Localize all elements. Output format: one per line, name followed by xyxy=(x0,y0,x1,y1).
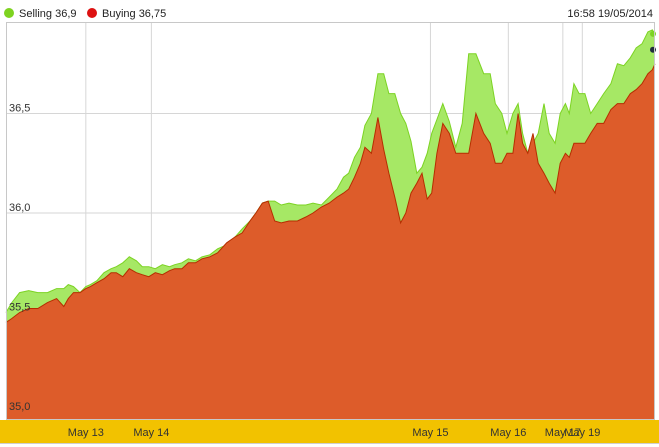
x-tick-label: May 19 xyxy=(564,427,600,439)
x-tick-label: May 14 xyxy=(133,427,169,439)
x-tick-label: May 15 xyxy=(412,427,448,439)
buying-end-marker xyxy=(650,46,656,53)
plot-frame xyxy=(6,22,655,420)
buying-dot-icon xyxy=(87,8,97,18)
selling-end-marker xyxy=(650,30,656,37)
selling-line xyxy=(5,29,656,313)
legend-label-selling: Selling 36,9 xyxy=(19,8,77,20)
x-tick-label: May 13 xyxy=(68,427,104,439)
legend-label-buying: Buying 36,75 xyxy=(102,8,167,20)
legend: Selling 36,9 Buying 36,75 16:58 19/05/20… xyxy=(0,0,659,22)
y-tick-label: 35,5 xyxy=(9,302,30,314)
x-axis-band xyxy=(0,420,659,443)
legend-item-buying[interactable]: Buying 36,75 xyxy=(87,7,166,21)
timestamp: 16:58 19/05/2014 xyxy=(567,8,653,20)
y-tick-label: 35,0 xyxy=(9,401,30,413)
buying-area xyxy=(6,63,655,421)
buying-line xyxy=(5,63,656,323)
y-tick-label: 36,0 xyxy=(9,202,30,214)
selling-dot-icon xyxy=(4,8,14,18)
x-tick-label: May 16 xyxy=(490,427,526,439)
legend-item-selling[interactable]: Selling 36,9 xyxy=(4,7,77,21)
x-tick-label: May 17 xyxy=(545,427,581,439)
y-tick-label: 36,5 xyxy=(9,103,30,115)
